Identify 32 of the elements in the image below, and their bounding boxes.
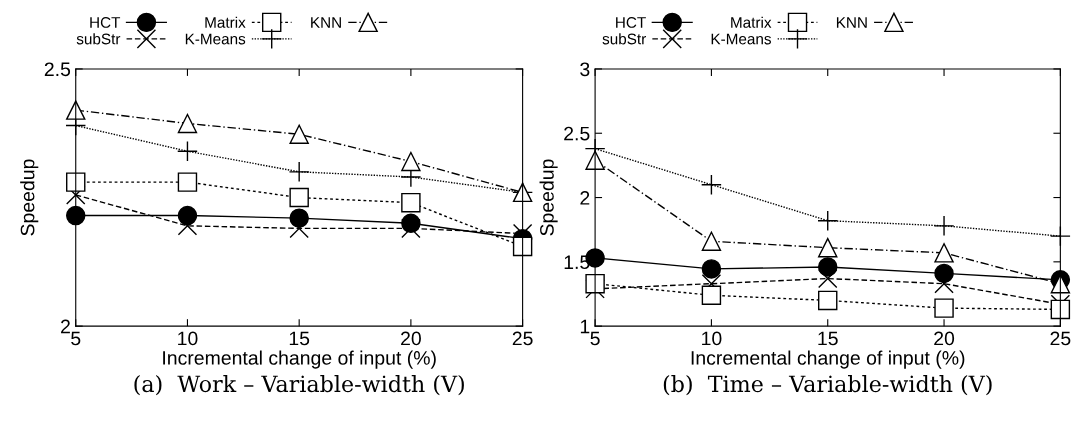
x-tick-label: 15: [818, 331, 838, 346]
legend-label: K-Means: [185, 33, 246, 45]
x-tick-label: 20: [401, 331, 421, 346]
x-axis-title: Incremental change of input (%): [163, 350, 436, 369]
x-tick-label: 5: [71, 331, 81, 346]
x-tick-label: 5: [590, 331, 600, 346]
legend-label: KNN: [311, 17, 341, 28]
y-tick-label: 1: [580, 319, 590, 334]
legend-label: subStr: [76, 33, 121, 45]
legend-label: Matrix: [205, 16, 246, 28]
y-tick-label: 2: [580, 191, 590, 205]
legend-label: K-Means: [711, 33, 771, 45]
y-tick-label: 3: [580, 62, 590, 77]
legend-label: subStr: [602, 33, 646, 45]
y-axis-title: Speedup: [20, 159, 39, 236]
legend-label: KNN: [836, 17, 867, 28]
x-tick-label: 25: [1050, 331, 1071, 346]
y-tick-label: 2: [61, 319, 70, 334]
y-tick-label: 2.5: [44, 62, 71, 77]
text: (a) Work – Variable-width (V): [134, 375, 464, 396]
y-axis-title: Speedup: [539, 159, 558, 236]
x-tick-label: 15: [289, 331, 310, 346]
legend-label: HCT: [616, 17, 646, 28]
x-tick-label: 10: [702, 331, 722, 346]
legend-label: Matrix: [731, 16, 772, 28]
y-tick-label: 2.5: [564, 126, 590, 141]
x-tick-label: 10: [178, 331, 198, 346]
x-tick-label: 25: [512, 331, 533, 346]
x-tick-label: 20: [934, 331, 955, 346]
x-axis-title: Incremental change of input (%): [691, 350, 965, 369]
text: (b) Time – Variable-width (V): [663, 375, 992, 396]
legend-label: HCT: [90, 17, 121, 28]
